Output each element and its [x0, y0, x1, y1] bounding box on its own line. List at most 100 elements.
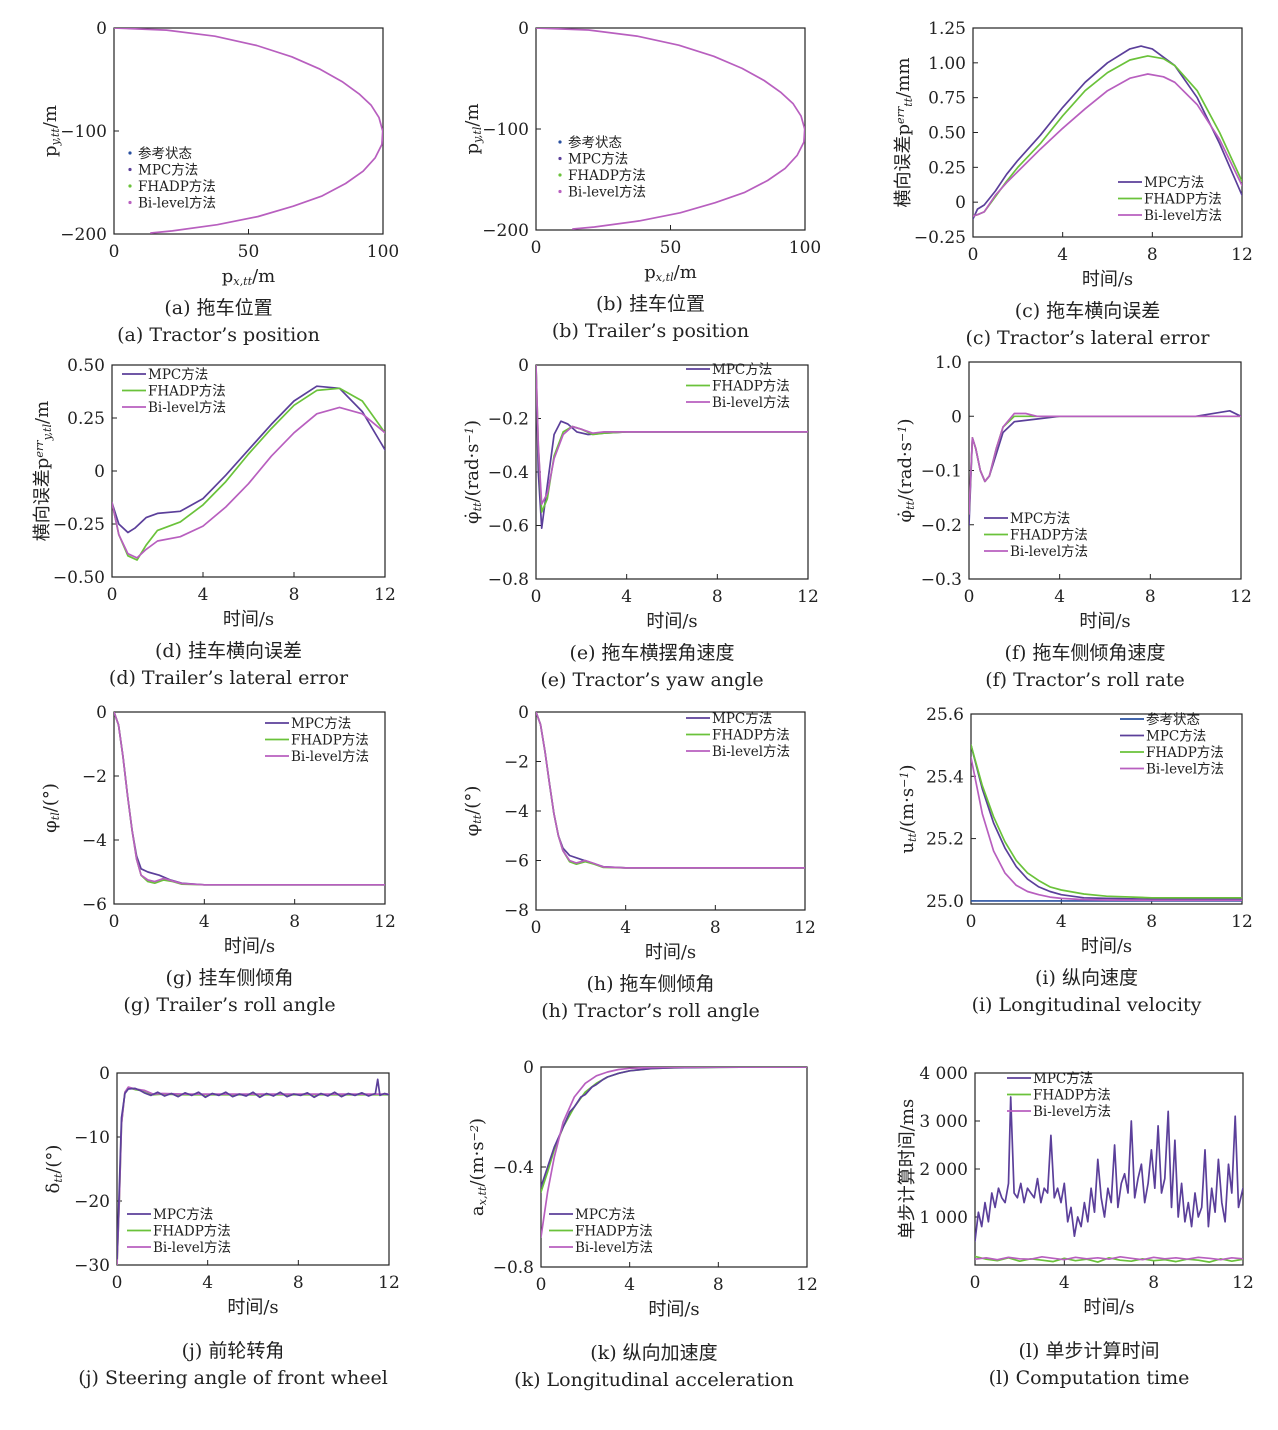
series-line-bilevel	[114, 28, 383, 234]
legend-label: FHADP方法	[1146, 745, 1224, 761]
y-axis-label: 横向误差perry,tl/m	[32, 401, 54, 541]
y-axis-label: 单步计算时间/ms	[897, 1099, 918, 1239]
x-tick-label: 4	[198, 585, 209, 605]
y-tick-label: −200	[60, 225, 107, 245]
caption-en: (e) Tractor’s yaw angle	[540, 669, 763, 691]
legend-label: Bi-level方法	[712, 395, 790, 411]
x-tick-label: 8	[289, 912, 300, 932]
x-tick-label: 4	[620, 918, 631, 938]
subplot-g: 0 4 8 12 0 −2 −4 −6 时间/s φtl/(°) MPC方法FHADP方法Bi-le…	[40, 703, 396, 1016]
y-tick-label: 4 000	[919, 1064, 968, 1084]
x-axis-label: px,tt/m	[222, 266, 275, 288]
legend-label: 参考状态	[138, 145, 192, 162]
plot-frame-j	[116, 1072, 390, 1266]
legend-label: Bi-level方法	[291, 749, 369, 765]
y-tick-label: 0.50	[928, 124, 966, 144]
y-tick-label: −4	[82, 831, 107, 851]
x-tick-label: 8	[713, 1275, 724, 1295]
y-tick-label: −100	[60, 122, 107, 142]
x-axis-label: 时间/s	[223, 609, 274, 630]
x-axis-label: 时间/s	[1082, 269, 1133, 290]
x-tick-label: 12	[378, 1273, 400, 1293]
legend-label: FHADP方法	[568, 168, 646, 184]
y-tick-label: 0	[955, 193, 966, 213]
y-axis-label: δtt/(°)	[43, 1145, 65, 1194]
y-tick-label: 0	[96, 703, 107, 723]
series-group-d	[112, 385, 385, 561]
y-tick-label: 3 000	[919, 1112, 968, 1132]
x-tick-label: 4	[202, 1273, 213, 1293]
y-tick-label: −0.8	[493, 1258, 534, 1278]
y-tick-label: 1 000	[919, 1208, 968, 1228]
x-axis-label: px,tl/m	[644, 262, 697, 284]
y-tick-label: 0	[518, 356, 529, 376]
y-tick-label: 0	[518, 703, 529, 723]
legend-label: Bi-level方法	[138, 196, 216, 212]
series-line-fhadp	[112, 387, 385, 561]
y-axis-label: utt/(m·s−1)	[897, 764, 919, 853]
y-tick-label: −6	[82, 895, 107, 915]
subplot-f: 0 4 8 12 1.0 0 −0.1 −0.2 −0.3 时间/s φ̇tt/(rad·s−1) M…	[895, 353, 1252, 691]
y-tick-label: 0	[96, 19, 107, 39]
caption-en: (c) Tractor’s lateral error	[966, 327, 1211, 349]
x-tick-label: 4	[621, 587, 632, 607]
legend-swatch	[128, 151, 132, 155]
legend-label: MPC方法	[575, 1207, 635, 1223]
y-tick-label: 25.2	[926, 830, 964, 850]
y-tick-label: −0.4	[488, 463, 529, 483]
legend-label: Bi-level方法	[1144, 208, 1222, 224]
series-group-g	[114, 712, 385, 886]
subplot-b: 0 50 100 0 −100 −200 px,tl/m py,tl/m 参考状态MPC方法FH…	[462, 19, 821, 342]
legend-swatch	[558, 140, 562, 144]
y-tick-label: −0.2	[921, 516, 962, 536]
y-tick-label: −0.25	[914, 228, 966, 248]
y-tick-label: −10	[74, 1128, 110, 1148]
y-tick-label: 1.00	[928, 54, 966, 74]
legend-label: FHADP方法	[712, 728, 790, 744]
x-tick-label: 12	[1231, 912, 1253, 932]
series-line-fhadp	[971, 744, 1242, 899]
legend-label: FHADP方法	[291, 733, 369, 749]
x-tick-label: 0	[536, 1275, 547, 1295]
series-line-mpc	[975, 1096, 1243, 1242]
x-tick-label: 0	[531, 587, 542, 607]
x-tick-label: 0	[112, 1273, 123, 1293]
caption-cn: (h) 拖车侧倾角	[586, 973, 714, 995]
x-tick-label: 50	[660, 238, 682, 258]
legend-swatch	[558, 173, 562, 177]
legend-label: MPC方法	[138, 163, 198, 179]
y-tick-label: −0.25	[53, 515, 105, 535]
y-tick-label: −30	[74, 1256, 110, 1276]
caption-cn: (g) 挂车侧倾角	[165, 967, 293, 989]
legend-label: Bi-level方法	[575, 1240, 653, 1256]
subplot-c: 0 4 8 12−0.2500.250.500.751.001.25时间/s横向误差p…	[893, 19, 1253, 349]
x-axis-label: 时间/s	[648, 1299, 699, 1320]
plot-frame-g	[113, 711, 386, 905]
x-tick-label: 0	[109, 912, 120, 932]
x-axis-label: 时间/s	[227, 1297, 278, 1318]
x-tick-label: 12	[1231, 245, 1253, 265]
x-tick-label: 100	[789, 238, 821, 258]
legend-label: MPC方法	[712, 362, 772, 378]
x-tick-label: 0	[531, 238, 542, 258]
series-line-mpc	[971, 744, 1242, 901]
y-tick-label: −100	[482, 120, 529, 140]
x-tick-label: 8	[710, 918, 721, 938]
y-tick-label: −0.3	[921, 570, 962, 590]
legend-label: Bi-level方法	[1146, 762, 1224, 778]
caption-cn: (c) 拖车横向误差	[1015, 300, 1161, 322]
y-tick-label: −20	[74, 1192, 110, 1212]
y-tick-label: 0	[99, 1064, 110, 1084]
x-tick-label: 0	[964, 587, 975, 607]
x-tick-label: 0	[970, 1273, 981, 1293]
x-tick-label: 12	[796, 1275, 818, 1295]
y-tick-label: 0	[518, 19, 529, 39]
series-line-fhadp	[975, 1255, 1243, 1263]
series-line-mpc	[112, 385, 385, 534]
caption-en: (d) Trailer’s lateral error	[109, 667, 349, 689]
caption-cn: (k) 纵向加速度	[590, 1342, 717, 1364]
series-line-bilevel	[975, 1255, 1243, 1261]
y-tick-label: 2 000	[919, 1160, 968, 1180]
